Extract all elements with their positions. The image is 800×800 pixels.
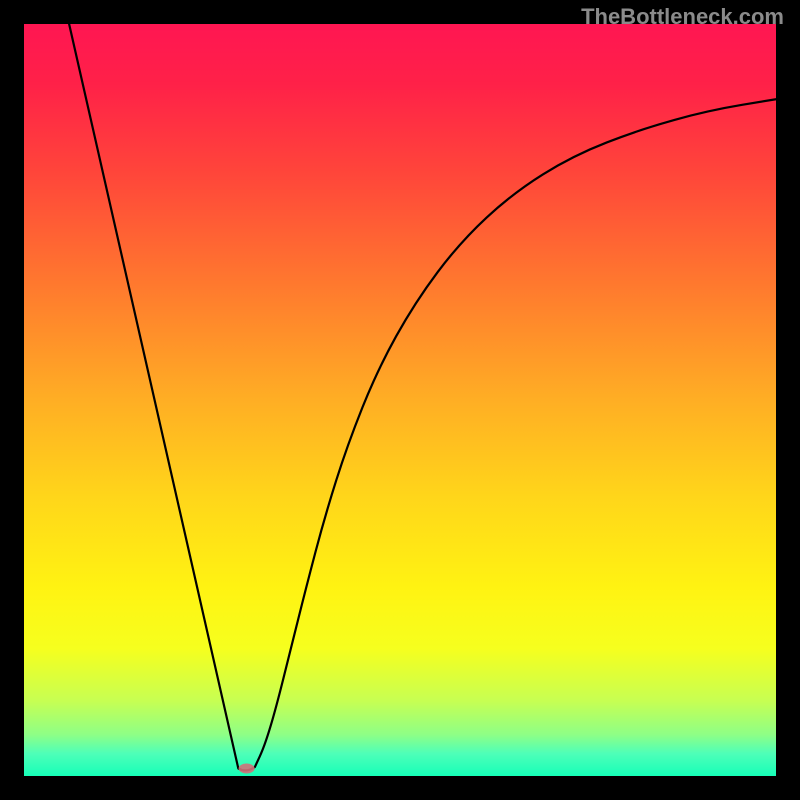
min-marker bbox=[239, 763, 255, 773]
plot-svg bbox=[24, 24, 776, 776]
plot-area bbox=[24, 24, 776, 776]
watermark-text: TheBottleneck.com bbox=[581, 4, 784, 30]
gradient-background bbox=[24, 24, 776, 776]
